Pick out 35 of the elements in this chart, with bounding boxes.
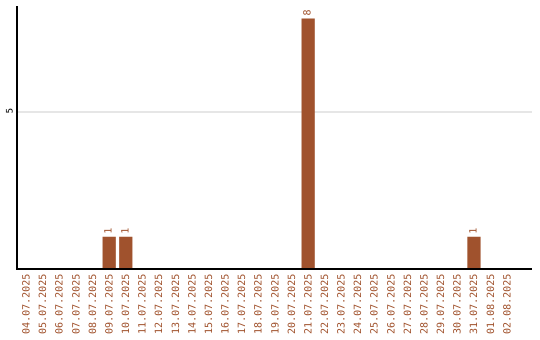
- x-tick-label: 01.08.2025: [486, 274, 497, 334]
- x-tick-label: 29.07.2025: [436, 274, 448, 334]
- x-tick-label: 31.07.2025: [469, 274, 480, 334]
- x-tick-label: 19.07.2025: [270, 274, 282, 334]
- x-tick-label: 06.07.2025: [54, 274, 66, 334]
- x-tick-label: 28.07.2025: [419, 274, 430, 334]
- x-tick-label: 22.07.2025: [320, 274, 331, 334]
- y-tick-label: 5: [6, 108, 16, 114]
- x-tick-label: 02.08.2025: [502, 274, 514, 334]
- x-tick-label: 10.07.2025: [121, 274, 132, 334]
- x-tick-label: 26.07.2025: [386, 274, 398, 334]
- x-tick-label: 30.07.2025: [452, 274, 464, 334]
- x-tick-label: 27.07.2025: [402, 274, 414, 334]
- data-label: 1: [120, 228, 132, 234]
- data-label: 1: [468, 228, 480, 234]
- x-tick-label: 20.07.2025: [286, 274, 298, 334]
- x-tick-label: 24.07.2025: [353, 274, 364, 334]
- x-tick-label: 13.07.2025: [170, 274, 182, 334]
- x-tick-label: 16.07.2025: [220, 274, 232, 334]
- x-tick-label: 15.07.2025: [204, 274, 215, 334]
- x-tick-label: 17.07.2025: [237, 274, 248, 334]
- x-tick-label: 05.07.2025: [38, 274, 50, 334]
- x-tick-label: 25.07.2025: [370, 274, 381, 334]
- x-tick-label: 23.07.2025: [336, 274, 348, 334]
- x-tick-label: 21.07.2025: [303, 274, 314, 334]
- x-tick-label: 11.07.2025: [138, 274, 149, 334]
- x-tick-label: 04.07.2025: [22, 274, 33, 334]
- data-label: 1: [104, 228, 115, 234]
- x-tick-label: 14.07.2025: [187, 274, 198, 334]
- x-tick-label: 12.07.2025: [154, 274, 166, 334]
- x-tick-label: 18.07.2025: [254, 274, 265, 334]
- data-label: 8: [302, 9, 314, 16]
- x-tick-label: 09.07.2025: [104, 274, 116, 334]
- x-tick-label: 08.07.2025: [88, 274, 99, 334]
- x-tick-label: 07.07.2025: [71, 274, 82, 334]
